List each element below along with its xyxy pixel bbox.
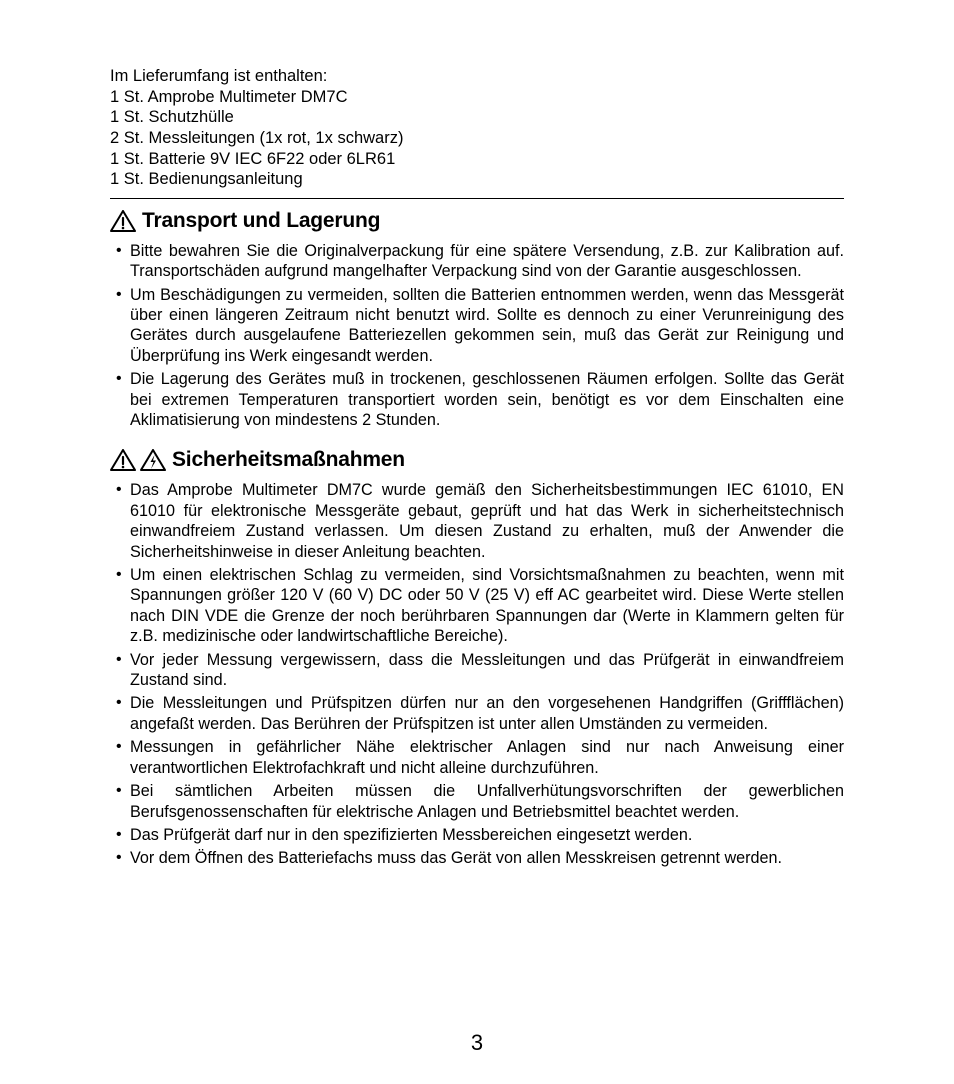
lieferumfang-block: Im Lieferumfang ist enthalten: 1 St. Amp… (110, 66, 844, 190)
list-item: Vor jeder Messung vergewissern, dass die… (110, 650, 844, 691)
list-item: Die Messleitungen und Prüfspitzen dürfen… (110, 693, 844, 734)
list-item: Um Beschädigungen zu vermeiden, sollten … (110, 285, 844, 367)
lieferumfang-heading: Im Lieferumfang ist enthalten: (110, 66, 844, 87)
list-item: Die Lagerung des Gerätes muß in trockene… (110, 369, 844, 430)
lieferumfang-item: 1 St. Batterie 9V IEC 6F22 oder 6LR61 (110, 149, 844, 170)
list-item: Um einen elektrischen Schlag zu vermeide… (110, 565, 844, 647)
bullet-list-transport: Bitte bewahren Sie die Originalverpackun… (110, 241, 844, 431)
electrical-warning-triangle-icon (140, 449, 166, 471)
list-item: Das Amprobe Multimeter DM7C wurde gemäß … (110, 480, 844, 562)
warning-triangle-icon (110, 449, 136, 471)
list-item: Bei sämtlichen Arbeiten müssen die Unfal… (110, 781, 844, 822)
lieferumfang-item: 1 St. Schutzhülle (110, 107, 844, 128)
lieferumfang-item: 1 St. Amprobe Multimeter DM7C (110, 87, 844, 108)
section-title: Transport und Lagerung (142, 209, 380, 233)
document-page: Im Lieferumfang ist enthalten: 1 St. Amp… (0, 0, 954, 1084)
list-item: Das Prüfgerät darf nur in den spezifizie… (110, 825, 844, 845)
divider (110, 198, 844, 199)
section-heading-transport: Transport und Lagerung (110, 209, 844, 233)
list-item: Messungen in gefährlicher Nähe elektrisc… (110, 737, 844, 778)
bullet-list-sicherheit: Das Amprobe Multimeter DM7C wurde gemäß … (110, 480, 844, 868)
warning-triangle-icon (110, 210, 136, 232)
lieferumfang-item: 1 St. Bedienungsanleitung (110, 169, 844, 190)
page-number: 3 (0, 1030, 954, 1056)
section-heading-sicherheit: Sicherheitsmaßnahmen (110, 448, 844, 472)
list-item: Bitte bewahren Sie die Originalverpackun… (110, 241, 844, 282)
section-title: Sicherheitsmaßnahmen (172, 448, 405, 472)
lieferumfang-item: 2 St. Messleitungen (1x rot, 1x schwarz) (110, 128, 844, 149)
list-item: Vor dem Öffnen des Batteriefachs muss da… (110, 848, 844, 868)
